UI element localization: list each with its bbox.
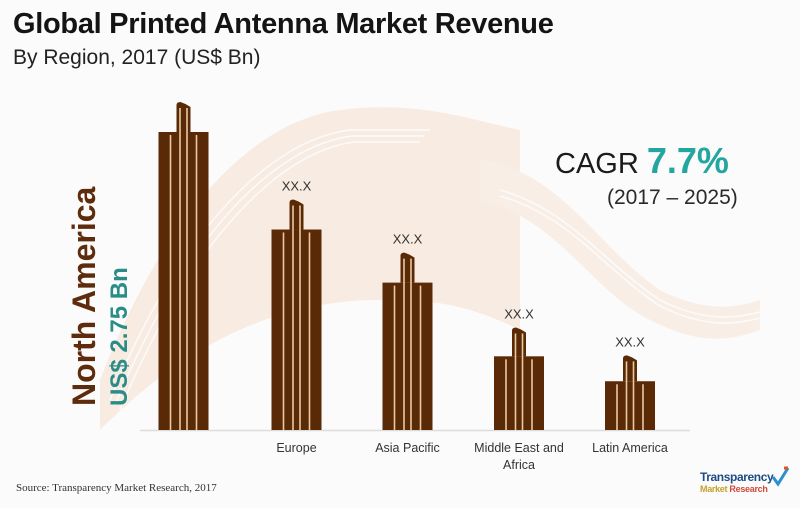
bar-body xyxy=(605,381,655,430)
data-label: XX.X xyxy=(504,306,534,321)
highlight-region-value: US$ 2.75 Bn xyxy=(106,267,133,406)
logo-line1: Transparency xyxy=(700,470,774,484)
bar-antenna-tip xyxy=(512,327,526,357)
bar-europe xyxy=(271,199,322,430)
data-label: XX.X xyxy=(615,334,645,349)
source-note: Source: Transparency Market Research, 20… xyxy=(16,482,217,494)
category-label: Middle East and xyxy=(474,441,564,455)
category-label: Asia Pacific xyxy=(375,441,440,455)
chart-subtitle: By Region, 2017 (US$ Bn) xyxy=(13,46,261,69)
bar-north-america xyxy=(158,102,209,430)
logo-line2: Market Research xyxy=(700,484,768,494)
cagr-value: 7.7% xyxy=(646,140,729,181)
cagr-period: (2017 – 2025) xyxy=(607,186,738,209)
checkmark-logo-icon xyxy=(771,466,790,487)
bar-antenna-tip xyxy=(176,102,191,132)
bar-antenna-tip xyxy=(400,252,415,283)
bar-antenna-tip xyxy=(289,199,304,230)
bar-latin-america xyxy=(605,355,655,430)
cagr-label: CAGR xyxy=(555,148,639,180)
bar-body xyxy=(158,132,209,430)
data-label: XX.X xyxy=(393,232,423,247)
bar-middle-east-and-africa xyxy=(494,327,544,430)
bar-asia-pacific xyxy=(382,252,433,430)
category-label: Africa xyxy=(503,458,535,472)
highlight-region-label: North America xyxy=(66,186,102,406)
category-label: Europe xyxy=(276,441,316,455)
bar-body xyxy=(494,356,544,430)
chart-title: Global Printed Antenna Market Revenue xyxy=(13,8,554,40)
bar-antenna-tip xyxy=(623,355,637,382)
publisher-logo: Transparency Market Research xyxy=(700,466,792,502)
category-label: Latin America xyxy=(592,441,668,455)
data-label: XX.X xyxy=(282,179,312,194)
logo-word-research: Research xyxy=(729,484,768,494)
bar-body xyxy=(271,229,322,430)
cagr-annotation: CAGR 7.7% xyxy=(555,140,729,182)
logo-word-market: Market xyxy=(700,484,728,494)
bar-body xyxy=(382,282,433,430)
